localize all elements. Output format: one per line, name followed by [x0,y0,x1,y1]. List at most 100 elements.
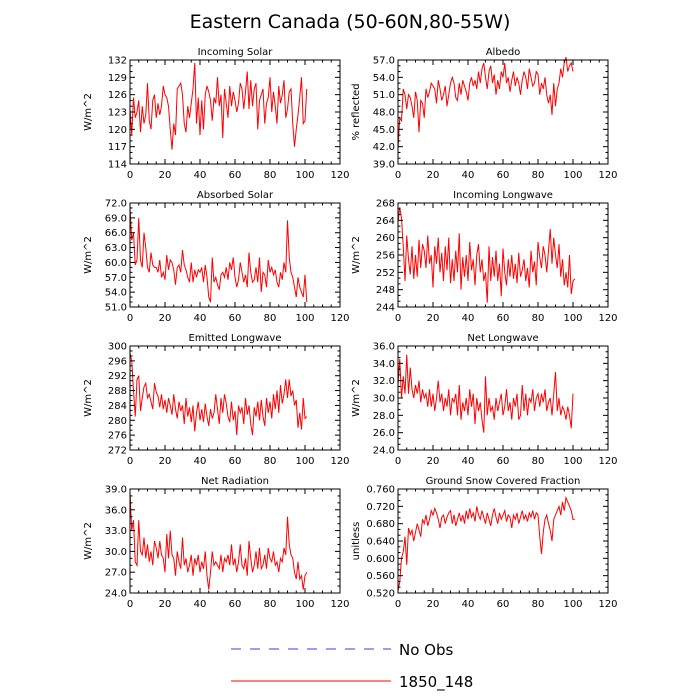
panel-title: Emitted Longwave [189,333,282,344]
panel-title: Incoming Longwave [453,190,553,201]
plot-frame [397,345,609,451]
series-line [397,354,574,433]
y-tick-label: 276 [108,431,127,442]
y-tick-label: 57.0 [105,273,127,284]
y-tick-label: 26.0 [373,428,395,439]
y-tick-label: 30.0 [105,547,127,558]
y-tick-label: 28.0 [373,411,395,422]
series-line [397,56,574,150]
y-tick-label: 123 [108,108,127,119]
x-tick-label: 60 [497,456,510,467]
panel-title: Net Radiation [201,476,269,487]
y-tick-label: 36.0 [105,505,127,516]
plot-frame [129,202,341,308]
y-axis-label: W/m^2 [83,522,94,560]
y-tick-label: 0.760 [366,485,395,496]
y-tick-label: 36.0 [373,342,395,353]
x-tick-label: 40 [194,170,207,181]
panel-title: Albedo [486,47,521,58]
y-axis-label: % reflected [351,83,362,140]
y-tick-label: 0.640 [366,537,395,548]
y-tick-label: 272 [108,446,127,457]
y-tick-label: 288 [108,386,127,397]
y-tick-label: 0.520 [366,589,395,600]
x-tick-label: 120 [330,170,349,181]
x-tick-label: 20 [427,599,440,610]
x-tick-label: 40 [194,456,207,467]
y-tick-label: 42.0 [373,142,395,153]
x-tick-label: 60 [229,170,242,181]
x-tick-label: 80 [532,599,545,610]
y-axis-label: W/m^2 [83,93,94,131]
plot-frame [129,59,341,165]
legend-obs-label: No Obs [399,641,453,659]
x-tick-label: 80 [532,170,545,181]
y-tick-label: 39.0 [373,160,395,171]
panel-6: Net Longwave W/m^2 0 20 40 60 80 100 120 24.0 26.0… [351,333,618,467]
x-tick-label: 0 [395,313,401,324]
x-tick-label: 20 [159,170,172,181]
figure-title: Eastern Canada (50-60N,80-55W) [190,11,511,33]
panel-1: Incoming Solar W/m^2 0 20 40 60 80 100 120 114 117… [83,47,350,181]
series-line [129,353,308,436]
y-tick-label: 0.720 [366,502,395,513]
x-tick-label: 120 [598,456,617,467]
x-tick-label: 80 [264,599,277,610]
x-tick-label: 0 [127,313,133,324]
x-tick-label: 0 [127,170,133,181]
y-tick-label: 48.0 [373,108,395,119]
x-tick-label: 100 [295,170,314,181]
y-tick-label: 300 [108,342,127,353]
x-tick-label: 120 [330,313,349,324]
x-tick-label: 40 [462,456,475,467]
y-tick-label: 126 [108,90,127,101]
x-tick-label: 0 [127,456,133,467]
x-tick-label: 60 [497,313,510,324]
x-tick-label: 80 [532,456,545,467]
panel-2: Albedo % reflected 0 20 40 60 80 100 120 39.0 42.0… [351,47,618,181]
y-tick-label: 24.0 [105,589,127,600]
x-tick-label: 120 [330,456,349,467]
y-tick-label: 120 [108,125,127,136]
x-tick-label: 20 [427,456,440,467]
panel-title: Incoming Solar [198,47,274,58]
x-tick-label: 80 [264,170,277,181]
x-tick-label: 40 [462,313,475,324]
y-tick-label: 66.0 [105,228,127,239]
x-tick-label: 60 [229,599,242,610]
panel-5: Emitted Longwave W/m^2 0 20 40 60 80 100 120 272 2… [83,333,350,467]
y-tick-label: 296 [108,356,127,367]
x-tick-label: 20 [159,313,172,324]
y-tick-label: 39.0 [105,485,127,496]
y-tick-label: 244 [376,303,395,314]
x-tick-label: 40 [462,170,475,181]
x-tick-label: 100 [295,456,314,467]
y-axis-label: W/m^2 [351,236,362,274]
y-tick-label: 132 [108,56,127,67]
x-tick-label: 0 [395,170,401,181]
y-axis-label: W/m^2 [83,236,94,274]
x-tick-label: 100 [563,599,582,610]
y-tick-label: 24.0 [373,446,395,457]
y-tick-label: 27.0 [105,568,127,579]
y-tick-label: 268 [376,199,395,210]
y-tick-label: 117 [108,142,127,153]
y-tick-label: 51.0 [105,303,127,314]
y-tick-label: 45.0 [373,125,395,136]
panel-title: Net Longwave [467,333,538,344]
y-tick-label: 0.680 [366,519,395,530]
x-tick-label: 20 [427,313,440,324]
panel-title: Absorbed Solar [197,190,274,201]
y-tick-label: 292 [108,371,127,382]
series-line [397,207,576,303]
x-tick-label: 20 [159,456,172,467]
x-tick-label: 60 [497,170,510,181]
y-axis-label: W/m^2 [351,379,362,417]
x-tick-label: 40 [194,599,207,610]
y-tick-label: 264 [376,216,395,227]
y-tick-label: 284 [108,401,127,412]
y-tick-label: 248 [376,285,395,296]
y-tick-label: 60.0 [105,258,127,269]
y-tick-label: 252 [376,268,395,279]
y-tick-label: 256 [376,251,395,262]
